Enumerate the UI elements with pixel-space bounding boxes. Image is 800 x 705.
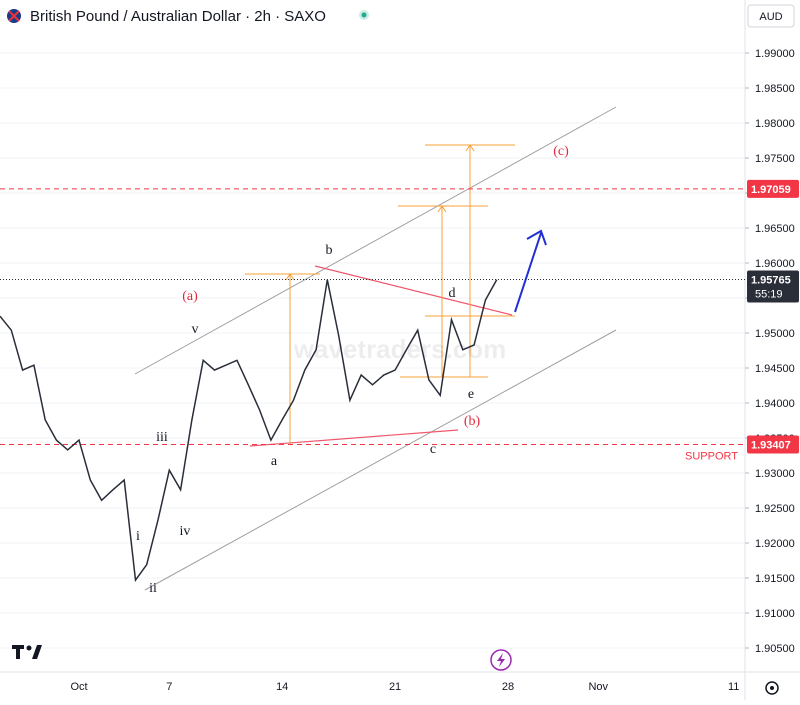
x-tick-label: 14 — [276, 681, 288, 693]
y-tick-label: 1.96500 — [755, 223, 795, 235]
x-tick-label: 28 — [502, 681, 514, 693]
wave-label: d — [449, 286, 456, 301]
wave-label: iii — [156, 430, 168, 445]
support-price: 1.93407 — [751, 440, 791, 452]
x-tick-label: Nov — [588, 681, 608, 693]
y-tick-label: 1.96000 — [755, 258, 795, 270]
wave-label: (c) — [553, 144, 569, 159]
y-tick-label: 1.92500 — [755, 503, 795, 515]
tv-logo — [12, 645, 42, 659]
channel — [134, 106, 617, 591]
y-tick-label: 1.93000 — [755, 468, 795, 480]
symbol-title: British Pound / Australian Dollar · 2h ·… — [30, 8, 326, 25]
wave-label: c — [430, 442, 436, 457]
wave-label: v — [192, 322, 199, 337]
y-tick-label: 1.91000 — [755, 608, 795, 620]
triangle-lines — [249, 265, 513, 447]
x-tick-label: 11 — [728, 681, 739, 693]
x-tick-label: 7 — [166, 681, 172, 693]
currency[interactable]: AUD — [759, 11, 782, 23]
y-tick-label: 1.91500 — [755, 573, 795, 585]
y-tick-label: 1.94000 — [755, 398, 795, 410]
last-price-label: 1.95765 — [751, 274, 791, 286]
projection-arrow — [514, 229, 547, 313]
measure-lines — [245, 144, 515, 445]
resistance-label: 1.97059 — [751, 184, 791, 196]
wave-label: a — [271, 454, 278, 469]
wave-label: b — [326, 243, 333, 258]
support-label: SUPPORT — [685, 451, 738, 463]
wave-label: (a) — [182, 289, 198, 304]
flash-icon — [490, 649, 512, 671]
wave-label: ii — [149, 581, 157, 596]
resistance-tag — [747, 179, 799, 198]
price-line — [0, 279, 498, 583]
last-price-tag — [747, 270, 799, 303]
x-tick-label: 21 — [389, 681, 401, 693]
watermark: wavetraders.com — [293, 334, 506, 364]
y-tick-label: 1.94500 — [755, 363, 795, 375]
wave-label: iv — [180, 524, 191, 539]
wave-label: i — [136, 529, 140, 544]
y-tick-label: 1.98500 — [755, 83, 795, 95]
y-tick-label: 1.99000 — [755, 48, 795, 60]
wave-label: e — [468, 387, 474, 402]
currency-box[interactable] — [747, 4, 795, 28]
wave-label: (b) — [464, 414, 481, 429]
y-tick-label: 1.92000 — [755, 538, 795, 550]
y-tick-label: 1.95000 — [755, 328, 795, 340]
y-tick-label: 1.98000 — [755, 118, 795, 130]
settings-icon[interactable] — [765, 681, 779, 695]
y-tick-label: 1.97500 — [755, 153, 795, 165]
y-tick-label: 1.90500 — [755, 643, 795, 655]
support-tag — [747, 435, 799, 454]
header: British Pound / Australian Dollar · 2h ·… — [7, 8, 369, 25]
countdown: 55:19 — [755, 288, 783, 300]
x-tick-label: Oct — [70, 681, 87, 693]
